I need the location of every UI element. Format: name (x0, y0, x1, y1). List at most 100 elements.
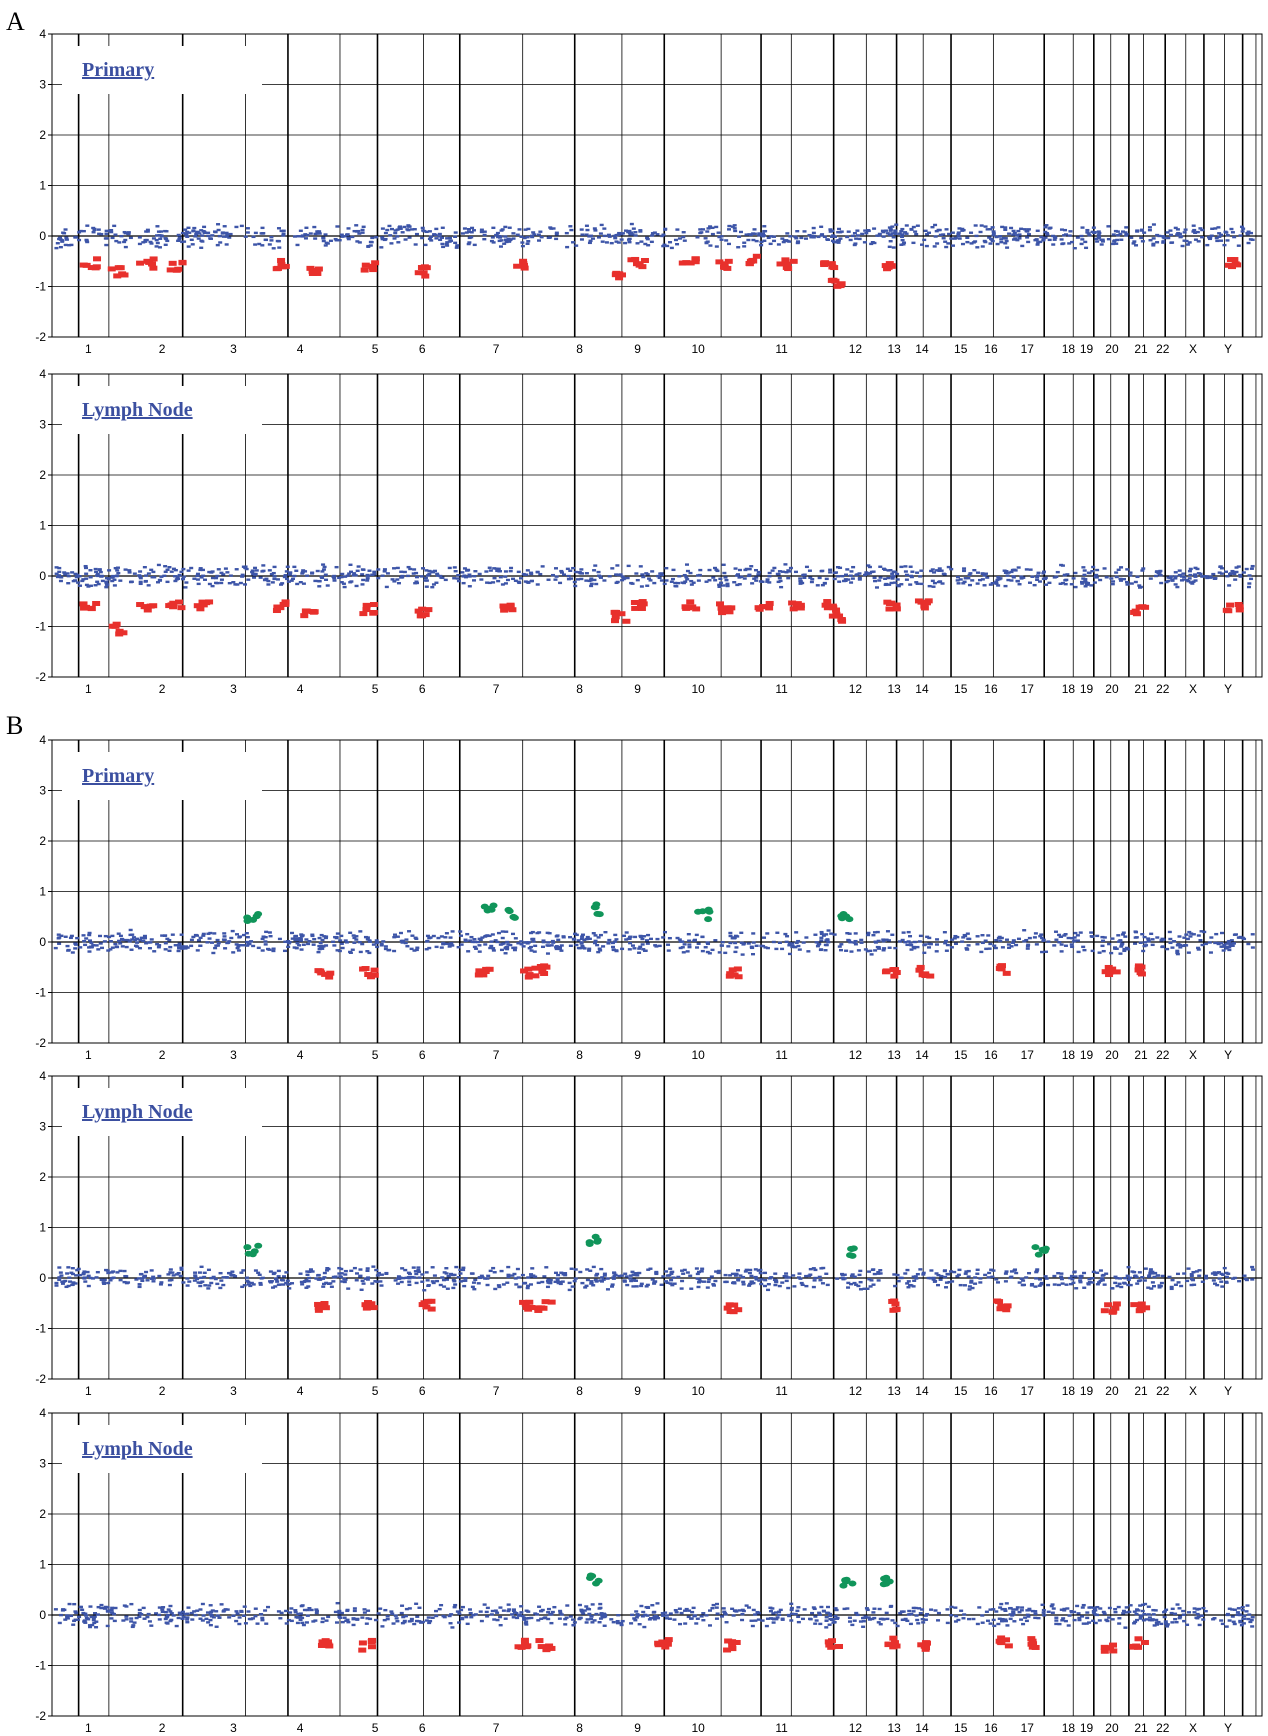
baseline-point (973, 1276, 978, 1279)
baseline-point (406, 1271, 411, 1274)
baseline-point (895, 572, 900, 576)
baseline-point (457, 1621, 462, 1624)
baseline-point (614, 240, 619, 243)
baseline-point (472, 243, 477, 247)
baseline-point (560, 1280, 565, 1283)
baseline-point (1143, 1267, 1148, 1270)
baseline-point (615, 564, 620, 567)
baseline-point (569, 228, 574, 232)
loss-point (1105, 972, 1114, 978)
baseline-point (706, 227, 711, 230)
baseline-point (99, 1606, 104, 1610)
baseline-point (1084, 246, 1089, 250)
baseline-point (633, 231, 638, 234)
baseline-point (1080, 1606, 1085, 1609)
baseline-point (406, 228, 411, 232)
baseline-point (159, 575, 164, 578)
baseline-point (117, 241, 122, 244)
baseline-point (1220, 1622, 1225, 1626)
baseline-point (997, 1617, 1002, 1620)
baseline-point (104, 580, 109, 584)
baseline-point (339, 581, 344, 584)
baseline-point (887, 939, 892, 942)
baseline-point (1072, 247, 1077, 250)
baseline-point (118, 934, 123, 938)
loss-segment (360, 260, 380, 273)
baseline-point (598, 1279, 603, 1282)
baseline-point (58, 579, 63, 583)
baseline-point (1092, 231, 1097, 234)
loss-point (788, 600, 797, 606)
baseline-point (1217, 235, 1222, 238)
baseline-point (616, 233, 621, 237)
baseline-point (477, 950, 482, 953)
xtick-label: 14 (915, 682, 929, 696)
baseline-point (1210, 227, 1215, 230)
baseline-point (138, 570, 143, 573)
baseline-point (629, 1622, 634, 1625)
baseline-point (215, 574, 220, 578)
baseline-point (821, 934, 826, 937)
baseline-point (460, 571, 465, 574)
baseline-point (1073, 571, 1078, 575)
baseline-point (318, 941, 323, 945)
baseline-point (826, 1605, 831, 1609)
baseline-point (477, 1276, 482, 1279)
baseline-point (241, 1269, 246, 1272)
baseline-point (268, 1281, 273, 1284)
baseline-point (809, 580, 814, 584)
baseline-point (678, 946, 683, 950)
baseline-point (970, 1286, 975, 1290)
baseline-point (631, 1285, 636, 1288)
baseline-point (742, 245, 747, 248)
baseline-point (854, 237, 859, 240)
baseline-point (1085, 1616, 1090, 1620)
baseline-point (796, 1276, 801, 1279)
baseline-point (875, 945, 880, 949)
baseline-point (994, 582, 999, 585)
baseline-point (871, 933, 876, 937)
baseline-point (430, 1266, 435, 1269)
baseline-point (921, 1271, 926, 1275)
baseline-point (830, 229, 835, 233)
loss-point (639, 601, 648, 607)
baseline-point (720, 940, 725, 944)
baseline-point (1236, 565, 1241, 568)
baseline-point (619, 238, 624, 241)
baseline-point (528, 1283, 533, 1286)
baseline-point (935, 242, 940, 245)
loss-point (920, 605, 929, 611)
baseline-point (899, 1276, 904, 1280)
baseline-point (60, 1282, 65, 1285)
loss-point (136, 602, 145, 608)
baseline-point (1059, 950, 1064, 953)
baseline-point (660, 1612, 665, 1615)
baseline-point (99, 232, 104, 236)
xtick-label: 10 (691, 342, 705, 356)
baseline-point (938, 580, 943, 583)
baseline-point (179, 1268, 184, 1271)
baseline-point (311, 1620, 316, 1623)
baseline-point (382, 570, 387, 573)
baseline-point (547, 1280, 552, 1283)
baseline-point (317, 947, 322, 951)
baseline-point (524, 1617, 529, 1620)
baseline-point (84, 583, 89, 587)
baseline-point (640, 937, 645, 941)
baseline-point (226, 941, 231, 944)
baseline-point (1009, 1275, 1014, 1278)
baseline-point (181, 1281, 186, 1284)
baseline-point (1066, 936, 1071, 940)
baseline-point (1004, 239, 1009, 243)
baseline-point (676, 581, 681, 585)
baseline-point (1111, 242, 1116, 246)
baseline-points (54, 1265, 1256, 1292)
baseline-point (736, 1279, 741, 1282)
baseline-point (747, 573, 752, 576)
xtick-label: 1 (85, 1384, 92, 1398)
ytick-label: -2 (35, 670, 46, 684)
baseline-point (689, 583, 694, 586)
xtick-label: X (1189, 1384, 1197, 1398)
baseline-point (185, 1284, 190, 1287)
baseline-point (108, 940, 113, 943)
